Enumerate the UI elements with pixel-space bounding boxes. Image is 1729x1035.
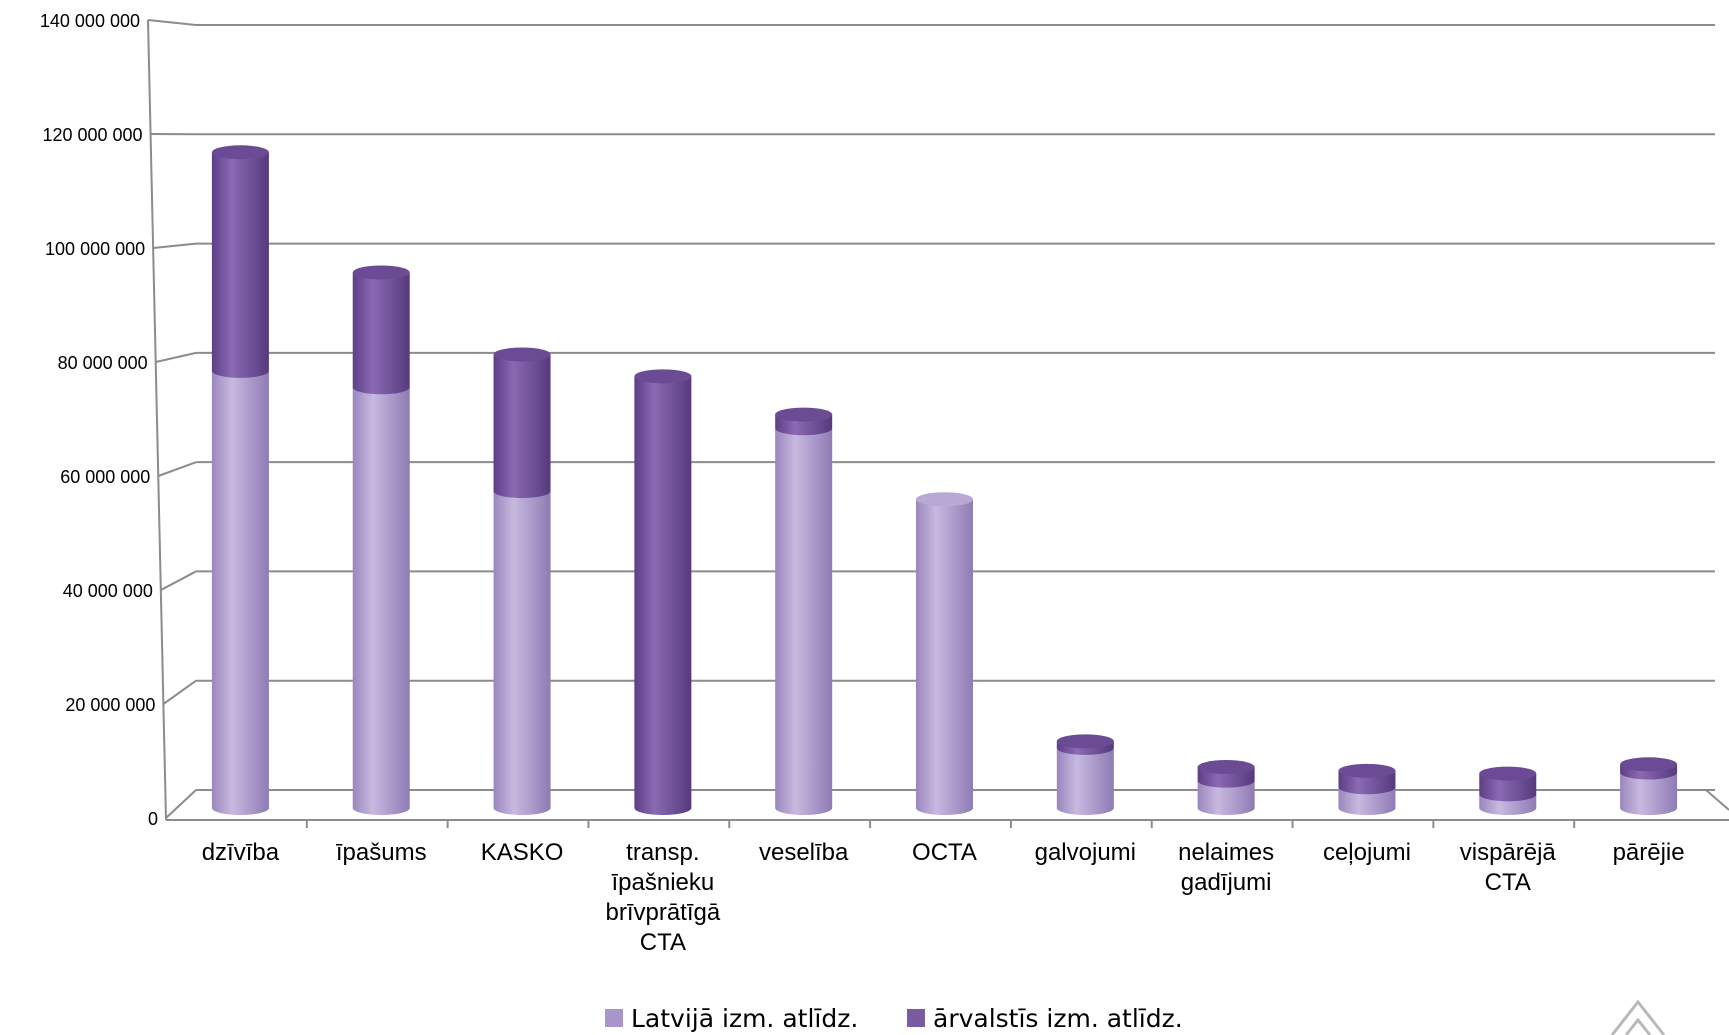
bar-stack xyxy=(493,347,551,815)
bar-cap xyxy=(775,407,833,422)
bar-segment-abroad xyxy=(352,272,410,395)
floor-edge xyxy=(1705,789,1729,811)
grid-connector xyxy=(157,461,197,477)
logo-mark xyxy=(1610,999,1666,1035)
x-tick-label: KASKO xyxy=(481,839,564,866)
y-tick-label: 80 000 000 xyxy=(58,353,148,373)
x-tick-label: nelaimes gadījumi xyxy=(1178,839,1274,896)
bar-stack xyxy=(1620,757,1678,815)
bar-segment-latvia xyxy=(916,499,973,815)
grid-connector xyxy=(153,242,197,249)
legend: Latvijā izm. atlīdz. ārvalstīs izm. atlīd… xyxy=(605,1004,1183,1033)
legend-item-abroad: ārvalstīs izm. atlīdz. xyxy=(907,1004,1183,1033)
legend-swatch xyxy=(907,1009,925,1027)
bar-segment-latvia xyxy=(1338,787,1396,815)
y-tick-label: 60 000 000 xyxy=(60,467,150,487)
bar-stack xyxy=(1197,760,1255,815)
legend-swatch xyxy=(605,1009,623,1027)
grid-connector xyxy=(160,570,197,591)
y-axis-line xyxy=(147,19,167,821)
bar-segment-abroad xyxy=(493,354,551,499)
bar-cap xyxy=(352,265,410,280)
bar-stack xyxy=(352,265,410,815)
x-tick-label: dzīvība xyxy=(202,839,280,866)
x-tick-label: OCTA xyxy=(912,839,977,866)
grid-connector xyxy=(155,351,197,363)
x-tick-label: vispārējā CTA xyxy=(1460,839,1557,896)
bar-cap xyxy=(1620,757,1678,772)
x-tick-label: pārējie xyxy=(1613,839,1685,866)
bar-cap xyxy=(1056,734,1114,749)
y-tick-label: 140 000 000 xyxy=(40,11,140,31)
bar-cap xyxy=(211,145,269,160)
grid-connector xyxy=(147,19,197,26)
bar-segment-latvia xyxy=(352,387,410,815)
y-tick-label: 0 xyxy=(148,809,158,829)
legend-item-latvia: Latvijā izm. atlīdz. xyxy=(605,1004,858,1033)
bar-stack xyxy=(1479,766,1537,815)
grid-connector xyxy=(165,789,197,819)
bar-stack xyxy=(916,492,973,815)
bar-segment-latvia xyxy=(1620,772,1678,815)
x-tick-label: ceļojumi xyxy=(1323,839,1411,866)
x-tick-label: galvojumi xyxy=(1035,839,1136,866)
bar-cap xyxy=(916,492,973,507)
y-tick-label: 40 000 000 xyxy=(63,581,153,601)
y-tick-label: 120 000 000 xyxy=(42,125,142,145)
bar-segment-abroad xyxy=(1479,773,1537,802)
bar-cap xyxy=(1338,763,1396,778)
x-tick-label: transp. īpašnieku brīvprātīgā CTA xyxy=(605,839,720,956)
bar-stack xyxy=(634,369,692,815)
legend-label: ārvalstīs izm. atlīdz. xyxy=(933,1004,1183,1033)
bar-stack xyxy=(1056,734,1114,815)
category-labels: dzīvība īpašums KASKO transp. īpašnieku brīvp… xyxy=(202,839,1685,956)
bar-cap xyxy=(493,347,551,362)
y-tick-label: 20 000 000 xyxy=(65,695,155,715)
bars xyxy=(211,145,1678,815)
bar-segment-latvia xyxy=(1197,780,1255,815)
y-tick-label: 100 000 000 xyxy=(45,239,145,259)
bar-stack xyxy=(211,145,269,815)
legend-label: Latvijā izm. atlīdz. xyxy=(631,1004,858,1033)
bar-stack xyxy=(775,407,833,815)
bar-segment-latvia xyxy=(1056,747,1114,815)
axes-and-grid: 0 20 000 000 40 000 000 60 000 000 80 000 00… xyxy=(40,11,1729,829)
bar-cap xyxy=(634,369,692,384)
bar-segment-latvia xyxy=(493,491,551,815)
bar-stack xyxy=(1338,763,1396,815)
grid-connector xyxy=(162,679,197,705)
x-tick-label: veselība xyxy=(759,839,849,866)
bar-segment-abroad xyxy=(211,152,269,378)
x-tick-label: īpašums xyxy=(336,839,427,866)
bar-cap xyxy=(1479,766,1537,781)
bar-segment-latvia xyxy=(775,428,833,815)
bar-cap xyxy=(1197,760,1255,775)
bar-segment-latvia xyxy=(211,370,269,815)
bar-segment-abroad xyxy=(634,376,692,815)
